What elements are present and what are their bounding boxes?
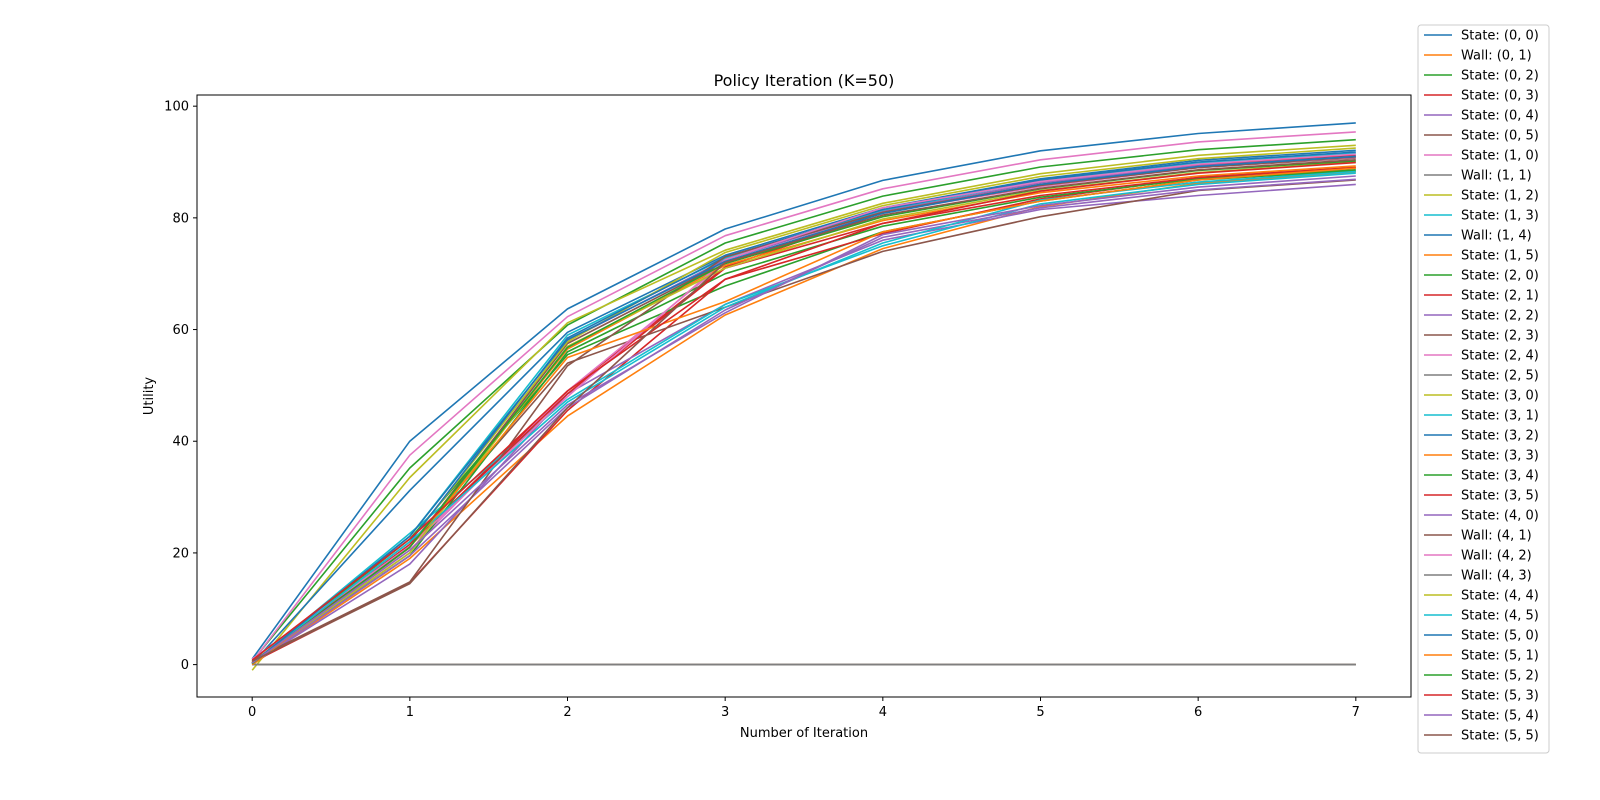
legend-item-label: State: (1, 5) xyxy=(1461,249,1539,264)
y-tick-label: 100 xyxy=(164,100,189,115)
legend-item-label: State: (4, 0) xyxy=(1461,509,1539,524)
series-line xyxy=(251,161,1356,661)
x-tick-label: 6 xyxy=(1194,705,1202,720)
y-tick-label: 60 xyxy=(172,323,189,338)
legend-item-label: Wall: (4, 3) xyxy=(1461,569,1532,584)
series-line xyxy=(251,131,1356,663)
series-line xyxy=(251,170,1356,665)
series-line xyxy=(251,166,1356,664)
legend-item-label: State: (5, 3) xyxy=(1461,689,1539,704)
legend-item-label: State: (1, 2) xyxy=(1461,189,1539,204)
legend-item-label: Wall: (4, 2) xyxy=(1461,549,1532,564)
legend-item-label: State: (4, 4) xyxy=(1461,589,1539,604)
series-line xyxy=(251,167,1356,666)
legend-item-label: State: (3, 2) xyxy=(1461,429,1539,444)
series-line xyxy=(251,172,1356,665)
legend-item-label: State: (0, 2) xyxy=(1461,69,1539,84)
legend-item-label: State: (3, 0) xyxy=(1461,389,1539,404)
x-tick-label: 3 xyxy=(721,705,729,720)
series-line xyxy=(251,175,1356,664)
x-tick-label: 1 xyxy=(406,705,414,720)
x-tick-label: 0 xyxy=(248,705,256,720)
series-line xyxy=(251,155,1356,665)
legend-item-label: Wall: (1, 1) xyxy=(1461,169,1532,184)
series-line xyxy=(251,170,1356,664)
series-line xyxy=(251,160,1356,665)
series-line xyxy=(251,179,1356,666)
plot-lines xyxy=(251,122,1356,671)
legend-item-label: State: (2, 3) xyxy=(1461,329,1539,344)
legend-item-label: State: (2, 5) xyxy=(1461,369,1539,384)
legend-item-label: State: (5, 0) xyxy=(1461,629,1539,644)
legend: State: (0, 0) Wall: (0, 1) State: (0, 2) St… xyxy=(1417,24,1550,754)
series-line xyxy=(251,138,1356,662)
plot-frame xyxy=(196,94,1412,698)
legend-item-label: State: (5, 1) xyxy=(1461,649,1539,664)
x-tick-label: 2 xyxy=(563,705,571,720)
y-tick-label: 80 xyxy=(172,211,189,226)
y-tick-label: 40 xyxy=(172,435,189,450)
series-line xyxy=(251,153,1356,660)
legend-item-label: State: (2, 2) xyxy=(1461,309,1539,324)
legend-item-label: Wall: (1, 4) xyxy=(1461,229,1532,244)
series-line xyxy=(251,166,1356,664)
chart-title: Policy Iteration (K=50) xyxy=(714,71,895,90)
legend-item-label: State: (0, 0) xyxy=(1461,29,1539,44)
legend-item-label: State: (2, 0) xyxy=(1461,269,1539,284)
legend-item-label: State: (0, 4) xyxy=(1461,109,1539,124)
x-tick-label: 7 xyxy=(1352,705,1360,720)
legend-item-label: State: (2, 1) xyxy=(1461,289,1539,304)
y-tick-label: 20 xyxy=(172,546,189,561)
legend-item-label: State: (0, 3) xyxy=(1461,89,1539,104)
series-line xyxy=(251,122,1356,660)
x-tick-label: 5 xyxy=(1036,705,1044,720)
legend-item-label: State: (3, 5) xyxy=(1461,489,1539,504)
legend-item-label: Wall: (4, 1) xyxy=(1461,529,1532,544)
legend-item-label: State: (1, 3) xyxy=(1461,209,1539,224)
series-line xyxy=(251,183,1356,665)
series-line xyxy=(251,159,1356,663)
series-line xyxy=(251,144,1356,671)
series-line xyxy=(251,147,1356,664)
y-tick-label: 0 xyxy=(181,658,189,673)
series-line xyxy=(251,149,1356,665)
x-axis-label: Number of Iteration xyxy=(740,726,868,741)
legend-item-label: State: (3, 3) xyxy=(1461,449,1539,464)
x-tick-label: 4 xyxy=(879,705,887,720)
legend-item-label: State: (5, 2) xyxy=(1461,669,1539,684)
legend-item-label: State: (3, 1) xyxy=(1461,409,1539,424)
legend-item-label: State: (0, 5) xyxy=(1461,129,1539,144)
legend-item-label: State: (4, 5) xyxy=(1461,609,1539,624)
legend-item-label: State: (1, 0) xyxy=(1461,149,1539,164)
legend-box xyxy=(1417,24,1550,754)
legend-item-label: Wall: (0, 1) xyxy=(1461,49,1532,64)
series-line xyxy=(251,156,1356,661)
axis-ticks: 0 1 2 3 4 5 6 7 0 20 40 60 80 100 xyxy=(164,100,1360,720)
legend-item-label: State: (2, 4) xyxy=(1461,349,1539,364)
legend-item-label: State: (5, 5) xyxy=(1461,729,1539,744)
y-axis-label: Utility xyxy=(142,377,157,416)
legend-item-label: State: (3, 4) xyxy=(1461,469,1539,484)
legend-item-label: State: (5, 4) xyxy=(1461,709,1539,724)
